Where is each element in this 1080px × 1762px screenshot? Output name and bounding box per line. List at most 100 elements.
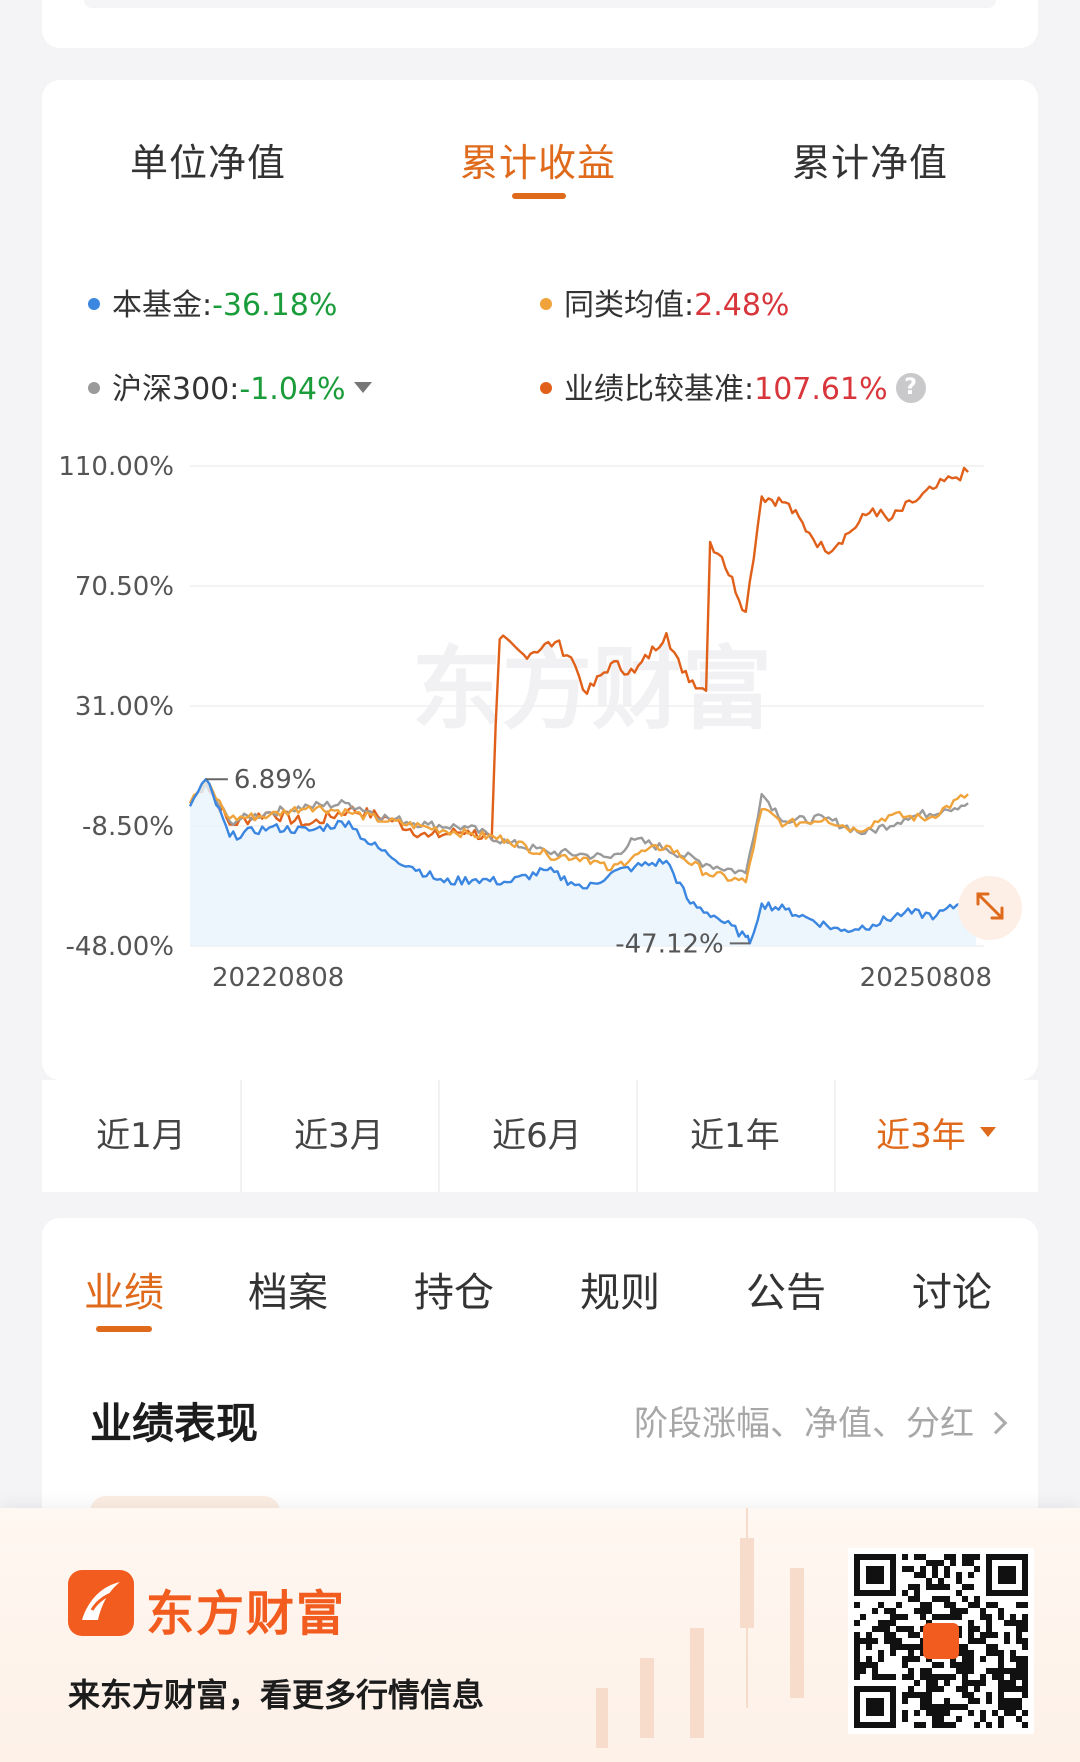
qr-module: [944, 1584, 950, 1590]
qr-module: [920, 1722, 926, 1728]
qr-module: [962, 1674, 968, 1680]
previous-card-inner: [84, 0, 996, 8]
qr-module: [854, 1638, 860, 1644]
qr-module: [920, 1602, 926, 1608]
qr-module: [1022, 1644, 1028, 1650]
qr-module: [854, 1674, 860, 1680]
period-3m[interactable]: 近3月: [240, 1080, 438, 1192]
legend-csi300[interactable]: 沪深300:-1.04%: [88, 364, 372, 408]
qr-module: [986, 1650, 992, 1656]
qr-module: [866, 1644, 872, 1650]
qr-module: [938, 1710, 944, 1716]
qr-module: [1016, 1698, 1022, 1704]
qr-module: [878, 1620, 884, 1626]
qr-module: [956, 1608, 962, 1614]
period-1m[interactable]: 近1月: [42, 1080, 240, 1192]
qr-module: [932, 1572, 938, 1578]
qr-module: [1010, 1650, 1016, 1656]
tab-cumulative-return[interactable]: 累计收益: [460, 141, 617, 185]
tab-holdings[interactable]: 持仓: [414, 1270, 494, 1316]
qr-module: [920, 1704, 926, 1710]
performance-detail-link[interactable]: 阶段涨幅、净值、分红: [634, 1396, 1008, 1445]
chart-series: [188, 466, 978, 946]
tab-announcements[interactable]: 公告: [746, 1270, 826, 1316]
y-axis-labels: 110.00% 70.50% 31.00% -8.50% -48.00%: [58, 452, 174, 962]
period-1y[interactable]: 近1年: [636, 1080, 834, 1192]
period-1m-label: 近1月: [96, 1116, 186, 1156]
qr-module: [986, 1692, 992, 1698]
chart-mode-tabs: 单位净值 累计收益 累计净值: [42, 80, 1038, 210]
qr-module: [920, 1566, 926, 1572]
qr-module: [974, 1554, 980, 1560]
qr-module: [950, 1704, 956, 1710]
qr-module: [992, 1674, 998, 1680]
qr-module: [1016, 1626, 1022, 1632]
series-line: [189, 466, 969, 841]
qr-module: [896, 1638, 902, 1644]
period-divider: [438, 1080, 440, 1192]
qr-module: [932, 1596, 938, 1602]
tab-cumulative-nav[interactable]: 累计净值: [792, 141, 949, 185]
qr-module: [1016, 1662, 1022, 1668]
qr-module: [1022, 1614, 1028, 1620]
qr-module: [938, 1596, 944, 1602]
tab-profile[interactable]: 档案: [248, 1270, 328, 1316]
footer-slogan: 来东方财富，看更多行情信息: [68, 1676, 485, 1714]
qr-module: [1010, 1668, 1016, 1674]
qr-module: [1022, 1638, 1028, 1644]
period-3y[interactable]: 近3年: [834, 1080, 1038, 1192]
qr-finder: [998, 1566, 1016, 1584]
qr-module: [962, 1560, 968, 1566]
qr-module: [902, 1662, 908, 1668]
qr-module: [908, 1674, 914, 1680]
qr-module: [992, 1710, 998, 1716]
qr-module: [944, 1680, 950, 1686]
tab-unit-nav[interactable]: 单位净值: [130, 141, 287, 185]
legend-peer-name: 同类均值:: [564, 288, 695, 323]
tab-rules[interactable]: 规则: [580, 1270, 660, 1316]
y-tick-label: 110.00%: [58, 452, 174, 482]
qr-module: [896, 1626, 902, 1632]
qr-module: [1022, 1692, 1028, 1698]
candlestick-background: [596, 1508, 804, 1748]
qr-module: [974, 1638, 980, 1644]
qr-module: [986, 1722, 992, 1728]
qr-module: [902, 1566, 908, 1572]
qr-module: [950, 1602, 956, 1608]
qr-module: [1010, 1686, 1016, 1692]
qr-module: [908, 1566, 914, 1572]
qr-module: [944, 1698, 950, 1704]
qr-module: [902, 1590, 908, 1596]
tab-performance[interactable]: 业绩: [84, 1270, 164, 1316]
qr-module: [962, 1680, 968, 1686]
chevron-down-icon[interactable]: [353, 382, 372, 393]
qr-module: [854, 1662, 860, 1668]
qr-module: [1022, 1602, 1028, 1608]
period-6m[interactable]: 近6月: [438, 1080, 636, 1192]
qr-code: [848, 1548, 1034, 1734]
qr-module: [914, 1596, 920, 1602]
qr-module: [902, 1656, 908, 1662]
expand-chart-button[interactable]: [958, 876, 1022, 940]
qr-module: [974, 1686, 980, 1692]
help-icon[interactable]: ?: [895, 372, 926, 403]
qr-module: [992, 1650, 998, 1656]
qr-module: [974, 1596, 980, 1602]
legend-csi300-dot: [88, 381, 100, 394]
tab-discussion[interactable]: 讨论: [912, 1270, 992, 1316]
qr-module: [1004, 1704, 1010, 1710]
qr-module: [854, 1602, 860, 1608]
qr-module: [974, 1566, 980, 1572]
x-axis-start-label: 20220808: [212, 963, 344, 993]
qr-module: [902, 1716, 908, 1722]
qr-module: [914, 1554, 920, 1560]
qr-module: [944, 1596, 950, 1602]
qr-module: [992, 1644, 998, 1650]
qr-module: [998, 1650, 1004, 1656]
legend-fund: 本基金:-36.18%: [88, 280, 337, 324]
qr-finder: [866, 1566, 884, 1584]
qr-module: [992, 1668, 998, 1674]
qr-module: [998, 1698, 1004, 1704]
qr-module: [854, 1620, 860, 1626]
qr-module: [890, 1620, 896, 1626]
